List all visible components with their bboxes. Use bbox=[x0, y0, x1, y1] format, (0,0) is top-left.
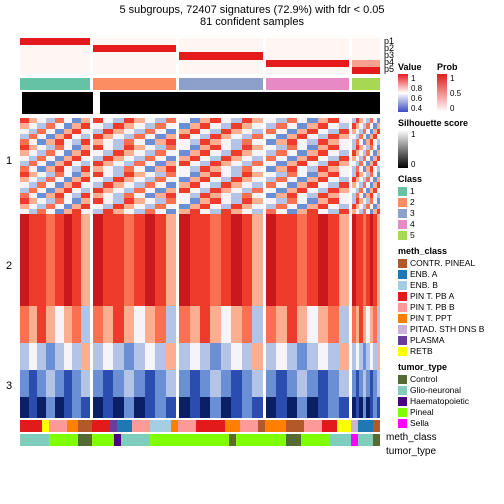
tumor-type-label: tumor_type bbox=[386, 446, 436, 457]
meth-class-bar bbox=[20, 420, 380, 432]
prob-row-labels: p1p2p3p4p5 bbox=[384, 38, 394, 73]
heatmap-panel bbox=[20, 38, 380, 468]
silhouette-bar bbox=[20, 92, 380, 114]
class-annotation-bar bbox=[20, 78, 380, 90]
probability-rows bbox=[20, 38, 380, 74]
chart-subtitle: 81 confident samples bbox=[0, 16, 504, 28]
signature-heatmap bbox=[20, 118, 380, 418]
legend-panel: Value10.80.60.4Prob10.50Silhouette score… bbox=[398, 62, 502, 434]
chart-title: 5 subgroups, 72407 signatures (72.9%) wi… bbox=[0, 0, 504, 16]
tumor-type-bar bbox=[20, 434, 380, 446]
meth-class-label: meth_class bbox=[386, 432, 437, 443]
